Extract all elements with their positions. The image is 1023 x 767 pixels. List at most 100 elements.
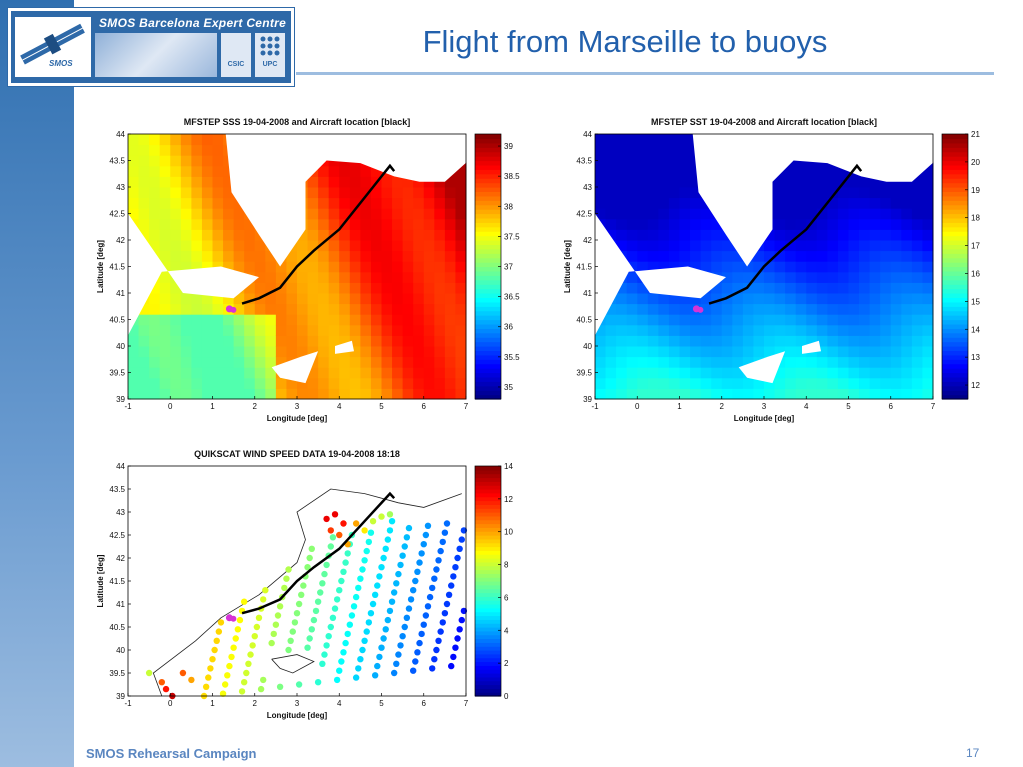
field-cell xyxy=(869,229,881,241)
field-cell xyxy=(922,261,934,273)
field-cell xyxy=(848,293,860,305)
field-cell xyxy=(764,261,776,273)
field-cell xyxy=(626,346,638,358)
page-number: 17 xyxy=(966,746,980,760)
colorbar-segment xyxy=(942,235,968,241)
field-cell xyxy=(922,176,934,188)
field-cell xyxy=(837,197,849,209)
wind-point xyxy=(355,584,362,592)
field-cell xyxy=(413,324,425,336)
field-cell xyxy=(307,282,319,294)
field-cell xyxy=(170,356,182,368)
field-cell xyxy=(349,314,361,326)
wind-point xyxy=(321,651,328,658)
wind-point xyxy=(367,529,375,536)
field-cell xyxy=(837,367,849,379)
field-cell xyxy=(286,335,298,347)
colorbar-segment xyxy=(942,187,968,193)
field-cell xyxy=(774,187,786,199)
field-cell xyxy=(806,335,818,347)
field-cell xyxy=(753,282,765,294)
field-cell xyxy=(402,271,414,283)
field-cell xyxy=(413,367,425,379)
field-cell xyxy=(785,250,797,262)
field-cell xyxy=(423,314,435,326)
colorbar-segment xyxy=(475,481,501,486)
field-cell xyxy=(837,208,849,220)
field-cell xyxy=(170,240,182,252)
field-cell xyxy=(138,176,150,188)
field-cell xyxy=(138,134,150,146)
field-cell xyxy=(328,187,340,199)
field-cell xyxy=(212,208,224,220)
field-cell xyxy=(402,303,414,315)
field-cell xyxy=(637,314,649,326)
field-cell xyxy=(690,388,702,400)
wind-point xyxy=(361,527,368,534)
field-cell xyxy=(128,335,140,347)
field-cell xyxy=(658,261,670,273)
wind-point xyxy=(319,580,326,587)
field-cell xyxy=(265,261,277,273)
x-tick-label: 1 xyxy=(210,402,215,411)
field-cell xyxy=(392,176,404,188)
field-cell xyxy=(901,388,913,400)
field-cell xyxy=(911,218,923,230)
colorbar-segment xyxy=(475,266,501,272)
wind-point xyxy=(397,642,404,649)
field-cell xyxy=(275,271,287,283)
field-cell xyxy=(201,250,213,262)
field-cell xyxy=(901,250,913,262)
field-cell xyxy=(413,261,425,273)
field-cell xyxy=(848,303,860,315)
field-cell xyxy=(297,229,309,241)
field-cell xyxy=(402,367,414,379)
field-cell xyxy=(732,388,744,400)
field-cell xyxy=(349,208,361,220)
field-cell xyxy=(806,271,818,283)
field-cell xyxy=(360,377,372,389)
colorbar-segment xyxy=(475,592,501,597)
field-cell xyxy=(307,250,319,262)
field-cell xyxy=(816,271,828,283)
colorbar-segment xyxy=(942,231,968,237)
field-cell xyxy=(413,176,425,188)
field-cell xyxy=(349,250,361,262)
field-cell xyxy=(890,282,902,294)
field-cell xyxy=(392,187,404,199)
x-tick-label: 3 xyxy=(295,402,300,411)
colorbar-segment xyxy=(475,473,501,479)
x-tick-label: 6 xyxy=(422,699,427,708)
wind-point xyxy=(234,626,242,633)
field-cell xyxy=(201,303,213,315)
field-cell xyxy=(455,240,467,252)
field-cell xyxy=(785,377,797,389)
field-cell xyxy=(159,187,171,199)
field-cell xyxy=(742,335,754,347)
upc-dots-icon xyxy=(260,36,280,56)
field-cell xyxy=(212,187,224,199)
field-cell xyxy=(339,187,351,199)
field-cell xyxy=(370,218,382,230)
field-cell xyxy=(455,197,467,209)
field-cell xyxy=(679,346,691,358)
colorbar-segment xyxy=(942,301,968,307)
field-cell xyxy=(637,218,649,230)
field-cell xyxy=(890,293,902,305)
colorbar-segment xyxy=(475,558,501,563)
field-cell xyxy=(848,314,860,326)
field-cell xyxy=(180,314,192,326)
wind-point xyxy=(395,570,402,578)
field-cell xyxy=(922,208,934,220)
wind-point xyxy=(298,591,305,598)
field-cell xyxy=(180,293,192,305)
wind-point xyxy=(304,644,311,651)
wind-point xyxy=(437,547,444,555)
field-cell xyxy=(816,229,828,241)
field-cell xyxy=(785,356,797,368)
wind-point xyxy=(268,639,275,647)
field-cell xyxy=(360,314,372,326)
field-cell xyxy=(658,303,670,315)
field-cell xyxy=(423,187,435,199)
field-cell xyxy=(605,314,617,326)
